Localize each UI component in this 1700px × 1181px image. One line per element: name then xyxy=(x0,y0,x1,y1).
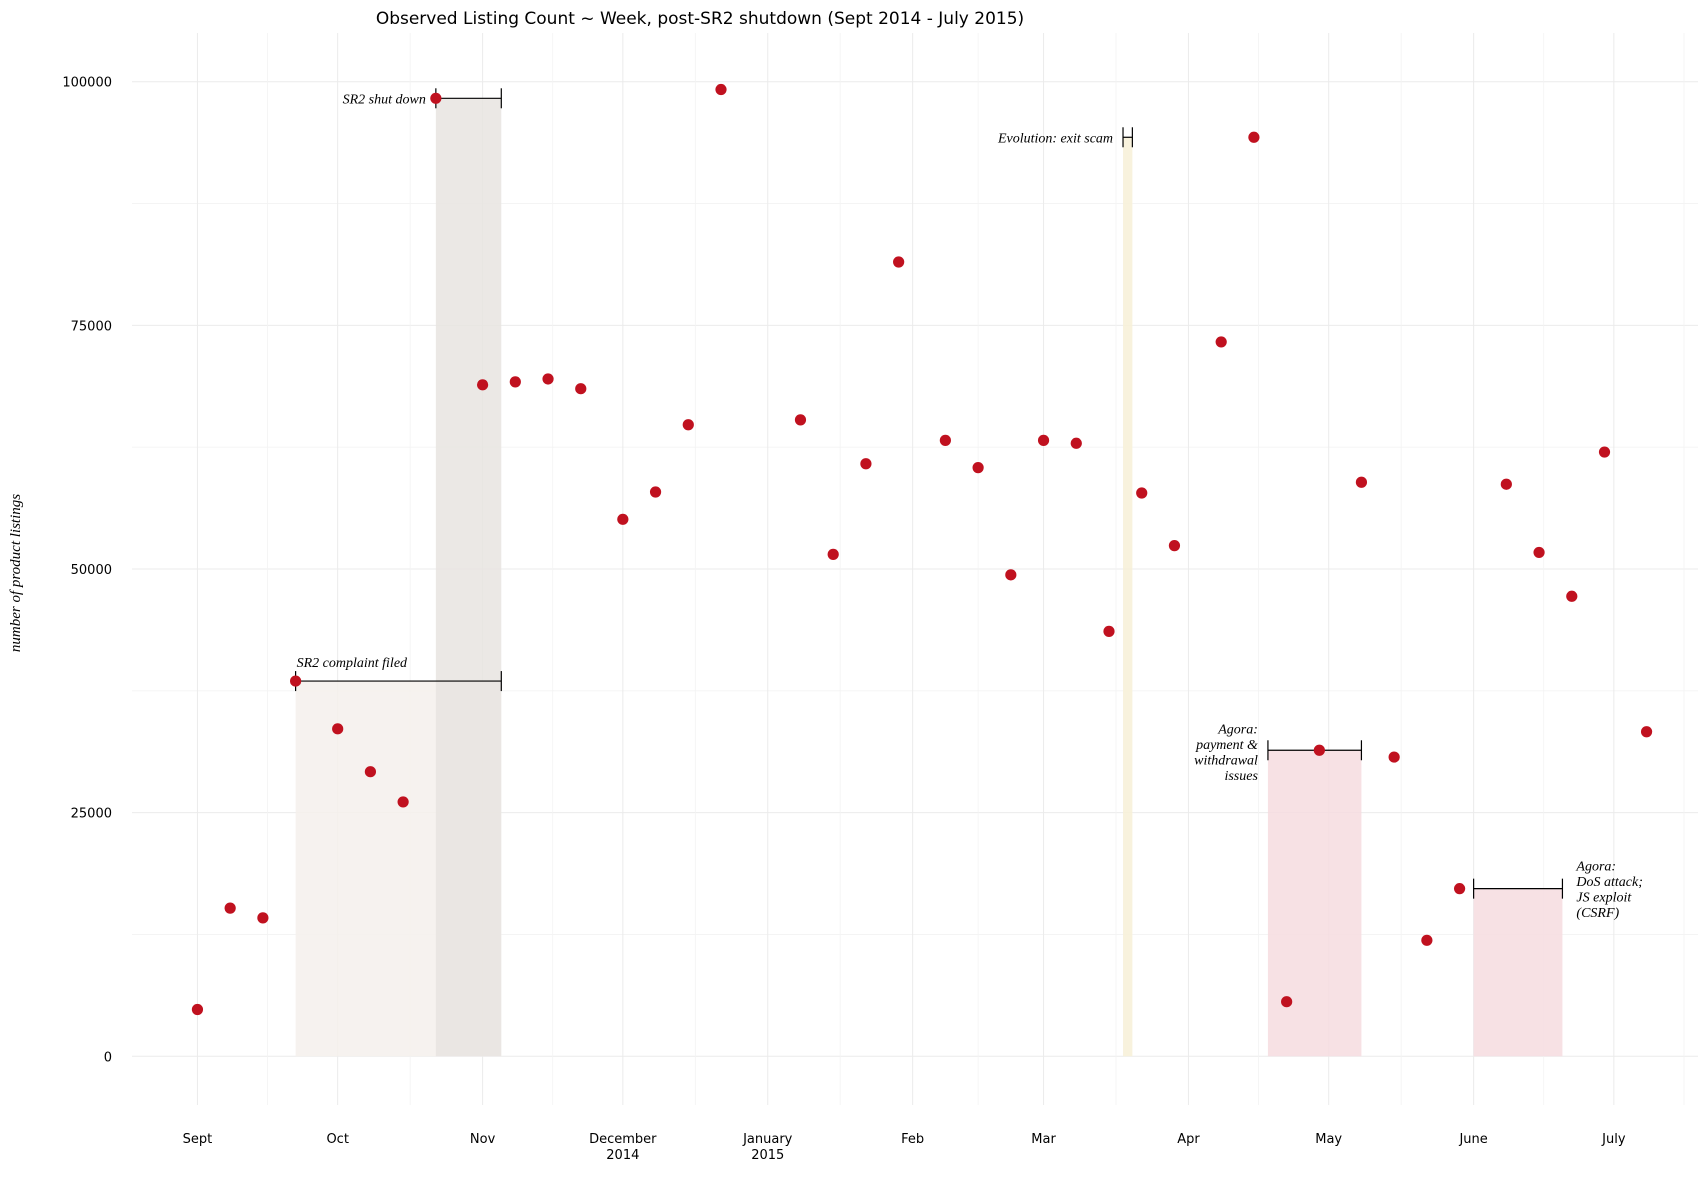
y-tick-label: 75000 xyxy=(71,319,112,334)
event-bands xyxy=(295,98,1563,1057)
data-point xyxy=(1070,437,1082,449)
data-point xyxy=(1388,751,1400,763)
data-point xyxy=(682,419,694,431)
annotation-label-agora-dos: (CSRF) xyxy=(1576,906,1619,921)
event-band-agora-payment xyxy=(1267,750,1362,1057)
x-tick-label: Apr xyxy=(1177,1132,1200,1147)
data-point xyxy=(1215,336,1227,348)
annotation-label-agora-payment: issues xyxy=(1224,769,1258,784)
x-tick-label: Mar xyxy=(1031,1132,1056,1147)
annotation-label-evolution: Evolution: exit scam xyxy=(997,131,1113,146)
data-point xyxy=(332,723,344,735)
x-tick-sublabel: 2015 xyxy=(751,1148,784,1163)
y-axis-label: number of product listings xyxy=(8,494,24,652)
annotation-label-agora-dos: JS exploit xyxy=(1576,891,1632,906)
data-point xyxy=(430,92,442,104)
data-point xyxy=(476,379,489,391)
x-tick-label: Oct xyxy=(326,1132,348,1147)
data-point xyxy=(1005,569,1017,581)
y-axis-ticks: 0 25000 50000 75000 100000 xyxy=(62,76,112,1066)
data-point xyxy=(191,1003,204,1016)
data-point xyxy=(397,796,409,808)
annotation-label-agora-dos: Agora: xyxy=(1575,860,1616,875)
y-tick-label: 100000 xyxy=(62,76,112,91)
y-tick-label: 25000 xyxy=(71,807,112,822)
annotation-labels: SR2 complaint filed SR2 shut down Evolutio… xyxy=(297,92,1643,921)
annotation-label-sr2-complaint: SR2 complaint filed xyxy=(297,656,408,671)
data-point xyxy=(509,376,521,388)
annotation-label-agora-dos: DoS attack; xyxy=(1575,875,1642,890)
data-point xyxy=(257,912,269,924)
data-point xyxy=(224,902,236,914)
data-point xyxy=(1640,726,1653,738)
x-tick-label: December xyxy=(589,1132,657,1147)
data-point xyxy=(1453,883,1466,895)
y-tick-label: 50000 xyxy=(71,563,112,578)
data-point xyxy=(1281,996,1293,1008)
x-tick-label: Nov xyxy=(470,1132,496,1147)
event-brackets xyxy=(295,88,1564,899)
annotation-label-agora-payment: withdrawal xyxy=(1194,753,1258,768)
x-tick-label: January xyxy=(742,1132,793,1147)
y-tick-label: 0 xyxy=(104,1050,112,1065)
data-point xyxy=(1248,131,1260,143)
data-point xyxy=(1037,434,1050,446)
data-point xyxy=(290,675,302,687)
x-tick-label: Feb xyxy=(901,1132,924,1147)
data-point xyxy=(1355,476,1368,488)
x-tick-sublabel: 2014 xyxy=(606,1148,639,1163)
event-band-sr2-shutdown xyxy=(435,98,502,1057)
x-tick-label: May xyxy=(1315,1132,1342,1147)
data-point xyxy=(649,486,662,498)
data-point xyxy=(1566,590,1578,602)
data-point xyxy=(1136,487,1148,499)
data-point xyxy=(939,434,951,446)
annotation-label-agora-payment: Agora: xyxy=(1217,722,1258,737)
data-point xyxy=(1313,744,1325,756)
x-tick-label: June xyxy=(1458,1132,1487,1147)
annotation-label-agora-payment: payment & xyxy=(1195,738,1258,753)
chart-title: Observed Listing Count ~ Week, post-SR2 … xyxy=(376,9,1024,29)
data-point xyxy=(364,766,377,778)
data-point xyxy=(1421,934,1433,946)
annotation-label-sr2-shutdown: SR2 shut down xyxy=(343,92,426,107)
data-point xyxy=(794,414,807,426)
data-point xyxy=(1168,540,1181,552)
data-point xyxy=(893,256,905,268)
data-point xyxy=(860,458,872,470)
event-band-agora-dos xyxy=(1473,888,1563,1057)
data-point xyxy=(1533,546,1545,559)
data-point xyxy=(1500,478,1512,490)
x-tick-label: Sept xyxy=(183,1132,213,1147)
data-point xyxy=(542,373,554,385)
data-point xyxy=(1103,625,1115,637)
data-point xyxy=(617,513,629,525)
x-tick-label: July xyxy=(1601,1132,1626,1147)
data-point xyxy=(575,383,587,395)
event-band-evolution xyxy=(1123,137,1133,1057)
data-point xyxy=(1598,446,1611,458)
data-point xyxy=(827,548,839,560)
data-point xyxy=(972,462,984,474)
data-points xyxy=(191,83,1653,1016)
data-point xyxy=(715,83,727,96)
